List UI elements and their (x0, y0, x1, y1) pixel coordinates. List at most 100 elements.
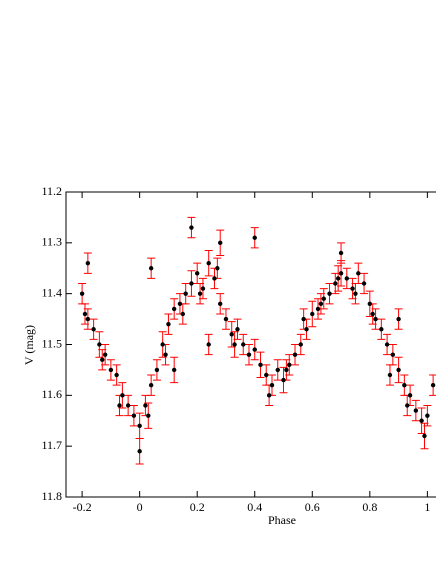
data-point (396, 367, 401, 373)
y-axis-label: V (mag) (22, 325, 36, 365)
data-point (189, 281, 194, 286)
data-point (154, 367, 160, 373)
data-point (189, 225, 194, 230)
data-point (266, 393, 272, 398)
data-point (252, 347, 257, 352)
y-tick-label: 11.8 (41, 489, 62, 503)
data-point (402, 382, 407, 388)
data-point (246, 352, 252, 357)
x-tick-label: 0.2 (190, 500, 205, 514)
data-point (160, 342, 165, 347)
data-point (281, 377, 286, 383)
data-point (387, 372, 393, 378)
x-tick-label: 0.8 (362, 500, 377, 514)
data-point (117, 403, 122, 408)
data-point (301, 316, 306, 322)
y-tick-label: 11.7 (41, 438, 62, 452)
data-point (350, 286, 355, 291)
data-point (166, 321, 171, 327)
data-point (85, 260, 91, 266)
data-point (102, 352, 108, 357)
y-tick-label: 11.6 (41, 387, 62, 401)
data-point (114, 372, 119, 378)
data-point (206, 260, 211, 266)
y-tick-label: 11.3 (41, 235, 62, 249)
data-point (97, 342, 102, 347)
data-point (194, 271, 200, 276)
data-point (223, 316, 229, 322)
y-tick-label: 11.4 (41, 285, 62, 299)
data-point (275, 367, 280, 373)
data-point (321, 296, 326, 301)
data-point (171, 367, 177, 373)
data-point (148, 382, 154, 388)
data-point (206, 342, 211, 347)
data-point (310, 311, 315, 317)
data-point (284, 367, 289, 373)
data-point (146, 413, 151, 418)
data-point (91, 327, 96, 332)
data-point (79, 291, 85, 296)
data-point (396, 316, 401, 322)
data-point (356, 271, 361, 276)
data-point (338, 250, 344, 256)
data-point (148, 266, 154, 271)
data-point (85, 316, 91, 322)
data-point (407, 393, 413, 398)
data-point (183, 291, 188, 296)
data-point (419, 418, 424, 423)
data-point (218, 301, 223, 307)
data-point (269, 382, 275, 388)
data-point (413, 408, 419, 413)
data-point (258, 362, 263, 368)
data-point (212, 276, 217, 281)
data-point (82, 311, 88, 317)
data-point (252, 235, 257, 240)
data-point (425, 413, 430, 418)
data-point (180, 311, 186, 317)
data-point (264, 372, 269, 378)
data-point (333, 281, 338, 286)
data-point (163, 352, 168, 357)
data-point (353, 291, 358, 296)
data-point (235, 327, 240, 332)
data-point (241, 342, 246, 347)
data-point (379, 327, 384, 332)
data-point (215, 266, 220, 271)
data-point (344, 276, 350, 281)
data-point (131, 413, 137, 418)
data-point (338, 271, 344, 276)
data-point (137, 449, 142, 454)
data-point (292, 352, 298, 357)
data-point (171, 306, 177, 312)
data-point (335, 276, 341, 281)
data-point (384, 342, 390, 347)
y-tick-label: 11.5 (41, 336, 62, 350)
data-point (197, 291, 203, 296)
data-point (177, 301, 183, 307)
data-point (390, 352, 396, 357)
data-point (120, 393, 125, 398)
data-point (137, 423, 142, 429)
data-point (298, 342, 303, 347)
data-point (422, 433, 427, 439)
data-point (361, 281, 367, 286)
data-point (367, 301, 373, 307)
data-point (327, 291, 332, 296)
data-point (108, 367, 114, 373)
data-point (125, 403, 131, 408)
data-point (370, 311, 375, 317)
x-tick-label: -0.2 (73, 500, 92, 514)
x-tick-label: 0.4 (247, 500, 262, 514)
data-point (430, 382, 436, 388)
x-tick-label: 1 (424, 500, 430, 514)
data-point (100, 357, 105, 362)
data-point (287, 362, 292, 368)
data-point (218, 240, 223, 246)
data-point (405, 403, 410, 408)
data-point (304, 327, 309, 332)
data-point (229, 332, 234, 337)
y-tick-label: 11.2 (41, 184, 62, 198)
x-tick-label: 0.6 (305, 500, 320, 514)
